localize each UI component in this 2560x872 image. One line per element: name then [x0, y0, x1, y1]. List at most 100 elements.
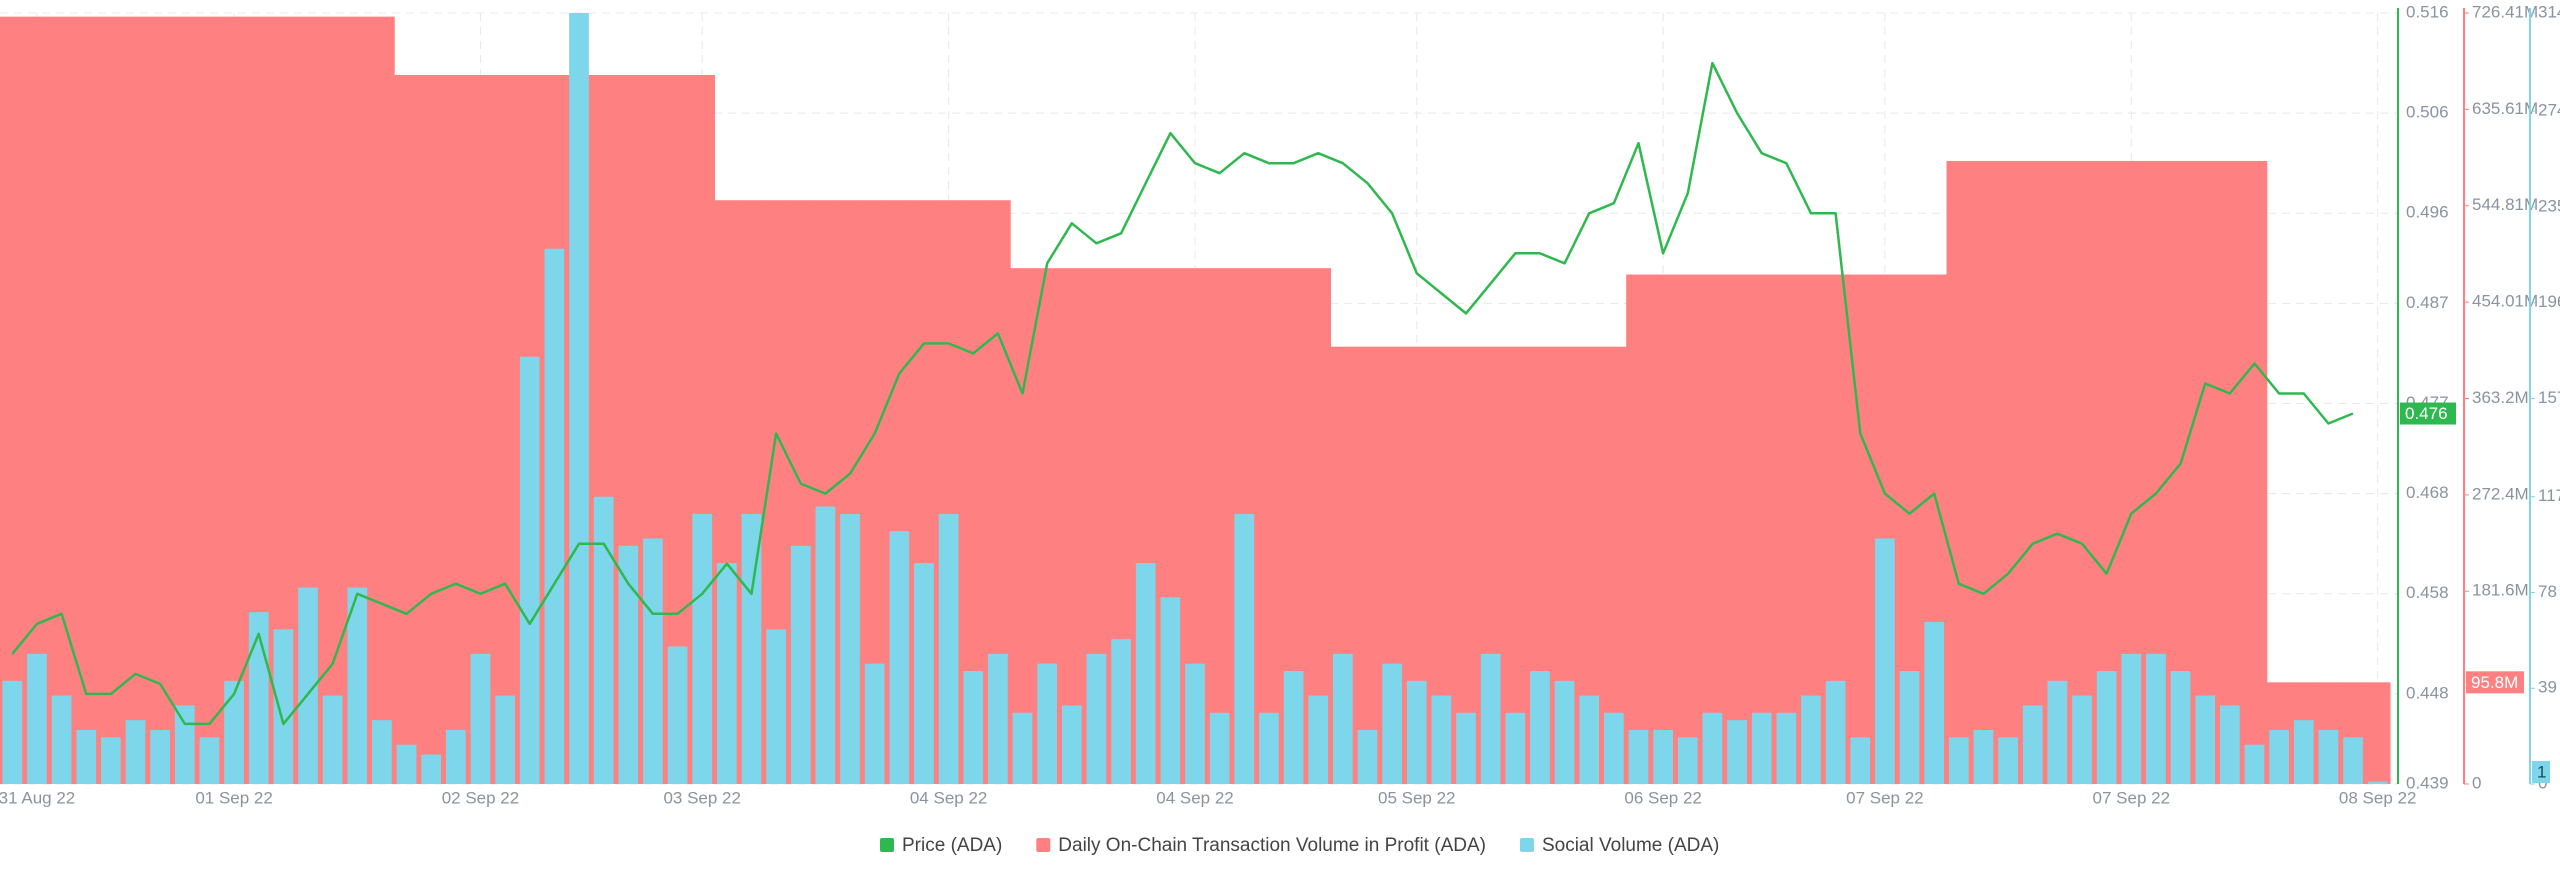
- social-bar: [1259, 712, 1279, 784]
- y3-tick-label: 314: [2538, 2, 2560, 21]
- social-bar: [1012, 712, 1033, 784]
- social-bar: [2146, 653, 2166, 784]
- social-bar: [2072, 695, 2092, 784]
- social-bar: [372, 720, 392, 784]
- y2-tick-label: 635.61M: [2472, 99, 2538, 118]
- volume-bar: [1774, 274, 1800, 784]
- y3-tick-label: 78: [2538, 582, 2557, 601]
- social-bar: [495, 695, 515, 784]
- social-bar: [1801, 695, 1821, 784]
- social-bar: [938, 513, 959, 784]
- legend-swatch: [880, 838, 894, 852]
- x-tick-label: 07 Sep 22: [1846, 788, 1924, 807]
- volume-bar: [1256, 268, 1282, 784]
- social-bar: [1308, 695, 1329, 784]
- social-bar: [2121, 653, 2142, 784]
- y2-tick-label: 0: [2472, 773, 2481, 792]
- volume-bar: [49, 16, 75, 784]
- social-bar: [224, 680, 244, 784]
- social-bar: [1086, 653, 1107, 784]
- social-bar: [618, 545, 639, 784]
- social-bar: [1185, 663, 1205, 784]
- volume-bar: [1650, 274, 1676, 784]
- volume-bar: [2192, 160, 2219, 785]
- volume-bar: [147, 16, 173, 784]
- social-bar: [988, 653, 1008, 784]
- volume-bar: [221, 16, 247, 784]
- social-bar: [1061, 705, 1082, 784]
- y3-tick-label: 274: [2538, 101, 2560, 120]
- social-bar: [470, 653, 491, 784]
- social-bar: [1948, 737, 1969, 784]
- volume-bar: [1453, 346, 1479, 784]
- social-bar: [2022, 705, 2043, 784]
- social-bar: [1554, 680, 1575, 784]
- volume-bar: [1601, 346, 1627, 784]
- social-bar: [1677, 737, 1698, 784]
- social-bar: [1135, 563, 1156, 784]
- volume-bar: [1724, 274, 1750, 784]
- volume-bar: [172, 16, 198, 784]
- legend-label: Daily On-Chain Transaction Volume in Pro…: [1058, 835, 1486, 856]
- y3-tick-label: 157: [2538, 388, 2560, 407]
- lines: [11, 61, 2354, 726]
- volume-bar: [394, 74, 420, 785]
- y-tick-label: 0.448: [2406, 683, 2449, 702]
- y-tick-label: 0.496: [2406, 203, 2449, 222]
- volume-bar: [1059, 268, 1085, 784]
- social-bar: [1751, 712, 1772, 784]
- volume-bar: [1995, 160, 2021, 785]
- social-bar: [445, 729, 466, 784]
- social-bar: [1776, 712, 1797, 784]
- y-tick-label: 0.468: [2406, 483, 2449, 502]
- y3-tick-label: 235: [2538, 196, 2560, 215]
- social-bar: [51, 695, 72, 784]
- social-bar: [1234, 513, 1255, 784]
- x-tick-label: 02 Sep 22: [442, 788, 520, 807]
- social-bar: [1628, 729, 1649, 784]
- x-tick-label: 06 Sep 22: [1624, 788, 1702, 807]
- social-bar: [1480, 653, 1501, 784]
- volume-bar: [2020, 160, 2046, 785]
- social-bar: [2269, 729, 2289, 784]
- x-tick-label: 04 Sep 22: [910, 788, 988, 807]
- x-tick-label: 01 Sep 22: [195, 788, 273, 807]
- y2-tick-label: 726.41M: [2472, 2, 2538, 21]
- y2-tick-label: 272.4M: [2472, 484, 2529, 503]
- social-bar: [2, 680, 23, 784]
- x-tick-label: 03 Sep 22: [663, 788, 741, 807]
- volume-bar: [1626, 274, 1652, 784]
- social-bar: [1283, 671, 1304, 784]
- x-tick-label: 04 Sep 22: [1156, 788, 1234, 807]
- volume-bar: [73, 16, 100, 784]
- legend-label: Social Volume (ADA): [1542, 835, 1719, 856]
- volume-bar: [1207, 268, 1233, 784]
- social-bar: [27, 653, 47, 784]
- y2-tick-label: 363.2M: [2472, 388, 2529, 407]
- social-bar: [593, 496, 614, 784]
- volume-bar: [1749, 274, 1775, 784]
- volume-bar: [2217, 160, 2243, 785]
- volume-bar: [1502, 346, 1529, 784]
- x-tick-label: 07 Sep 22: [2093, 788, 2171, 807]
- social-bar: [2343, 737, 2363, 784]
- x-tick-label: 05 Sep 22: [1378, 788, 1456, 807]
- social-bar: [1604, 712, 1624, 784]
- social-bar: [1973, 729, 1994, 784]
- social-bar: [889, 531, 910, 784]
- y2-tick-label: 181.6M: [2472, 581, 2529, 600]
- social-bar: [2096, 671, 2117, 784]
- volume-bar: [320, 16, 346, 784]
- social-bar: [790, 545, 811, 784]
- social-bar: [2195, 695, 2216, 784]
- social-bar: [766, 629, 786, 784]
- y-tick-label: 0.487: [2406, 293, 2449, 312]
- legend-swatch: [1036, 838, 1051, 852]
- social-bar: [298, 587, 318, 784]
- y-tick-label: 0.516: [2406, 2, 2449, 21]
- y3-tick-label: 117: [2538, 486, 2560, 505]
- volume-bar: [369, 16, 395, 784]
- social-bar: [174, 705, 195, 784]
- social-bar: [643, 538, 663, 784]
- social-bar: [150, 729, 171, 784]
